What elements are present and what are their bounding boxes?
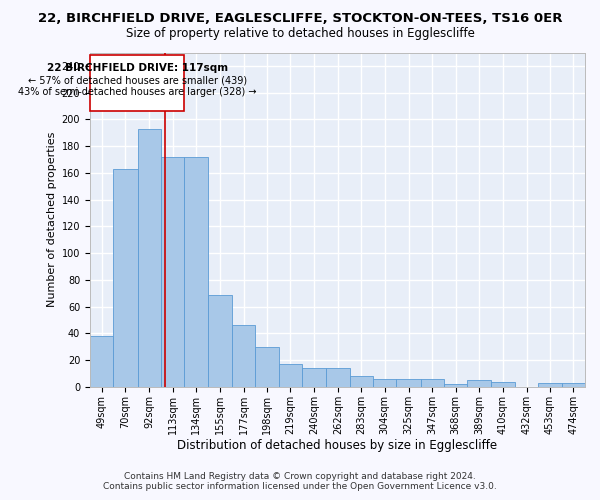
Bar	[421, 379, 444, 387]
Bar	[538, 383, 562, 387]
Text: 22 BIRCHFIELD DRIVE: 117sqm: 22 BIRCHFIELD DRIVE: 117sqm	[47, 63, 227, 73]
Bar	[467, 380, 491, 387]
Text: 43% of semi-detached houses are larger (328) →: 43% of semi-detached houses are larger (…	[18, 88, 256, 98]
Bar	[326, 368, 350, 387]
Bar	[562, 383, 585, 387]
Y-axis label: Number of detached properties: Number of detached properties	[47, 132, 58, 308]
Bar	[256, 347, 278, 387]
Bar	[184, 157, 208, 387]
Bar	[396, 379, 421, 387]
Bar	[491, 382, 515, 387]
Text: Size of property relative to detached houses in Egglescliffe: Size of property relative to detached ho…	[125, 28, 475, 40]
Bar	[208, 294, 232, 387]
Text: 22, BIRCHFIELD DRIVE, EAGLESCLIFFE, STOCKTON-ON-TEES, TS16 0ER: 22, BIRCHFIELD DRIVE, EAGLESCLIFFE, STOC…	[38, 12, 562, 26]
X-axis label: Distribution of detached houses by size in Egglescliffe: Distribution of detached houses by size …	[178, 440, 497, 452]
Bar	[90, 55, 184, 112]
Bar	[444, 384, 467, 387]
Bar	[373, 379, 396, 387]
Text: Contains HM Land Registry data © Crown copyright and database right 2024.
Contai: Contains HM Land Registry data © Crown c…	[103, 472, 497, 491]
Bar	[232, 326, 256, 387]
Bar	[137, 129, 161, 387]
Bar	[161, 157, 184, 387]
Bar	[90, 336, 113, 387]
Bar	[302, 368, 326, 387]
Bar	[350, 376, 373, 387]
Bar	[278, 364, 302, 387]
Bar	[113, 169, 137, 387]
Text: ← 57% of detached houses are smaller (439): ← 57% of detached houses are smaller (43…	[28, 75, 247, 85]
